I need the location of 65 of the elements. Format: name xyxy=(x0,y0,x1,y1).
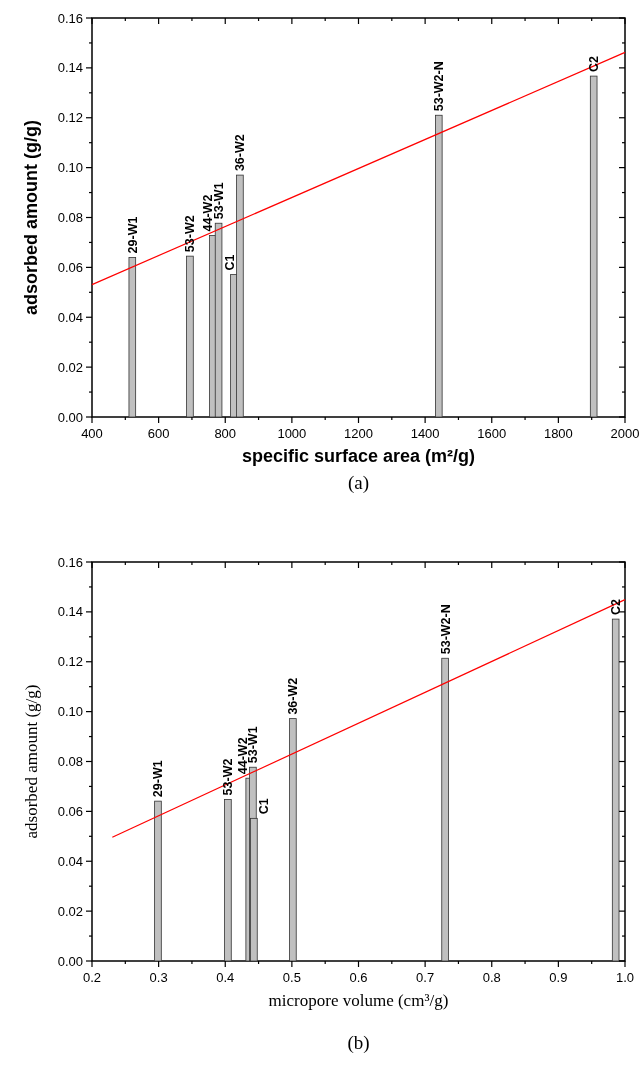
y-tick-label: 0.16 xyxy=(57,554,83,570)
x-axis-title: specific surface area (m²/g) xyxy=(241,446,476,466)
x-tick-label: 600 xyxy=(147,426,170,441)
x-tick-label: 0.4 xyxy=(216,970,235,985)
annotation: 29-W1 xyxy=(151,760,166,798)
y-tick-label: 0.00 xyxy=(57,409,83,425)
x-axis-title: micropore volume (cm³/g) xyxy=(268,991,449,1010)
bar xyxy=(186,255,194,418)
y-tick-label: 0.02 xyxy=(57,903,83,919)
bar xyxy=(154,800,162,962)
y-tick-label: 0.10 xyxy=(57,704,83,720)
bar xyxy=(128,257,137,418)
y-tick-label: 0.04 xyxy=(57,853,83,869)
annotation: 53-W1 xyxy=(246,726,261,764)
bar xyxy=(611,618,620,962)
annotation: 29-W1 xyxy=(125,216,140,254)
bar xyxy=(289,718,297,962)
annotation: C1 xyxy=(222,254,237,271)
text: (b) xyxy=(347,1032,370,1054)
x-tick-label: 0.7 xyxy=(416,970,435,985)
annotation: 53-W2-N xyxy=(438,604,453,655)
y-tick-label: 0.12 xyxy=(57,654,83,670)
y-tick-label: 0.06 xyxy=(57,803,83,819)
y-axis-title: adsorbed amount (g/g) xyxy=(21,120,41,315)
y-tick-label: 0.02 xyxy=(57,359,83,375)
y-tick-label: 0.04 xyxy=(57,309,83,325)
x-tick-label: 0.5 xyxy=(282,970,301,985)
annotation: 53-W2-N xyxy=(432,61,447,112)
text: (a) xyxy=(347,472,370,494)
x-tick-label: 1600 xyxy=(477,426,507,441)
y-tick-label: 0.16 xyxy=(57,10,83,26)
x-tick-label: 0.8 xyxy=(482,970,501,985)
x-tick-label: 800 xyxy=(214,426,237,441)
x-tick-label: 1800 xyxy=(543,426,573,441)
y-tick-label: 0.00 xyxy=(57,953,83,969)
x-tick-label: 0.2 xyxy=(82,970,102,985)
x-tick-label: 0.9 xyxy=(549,970,568,985)
y-tick-label: 0.08 xyxy=(57,210,83,225)
y-tick-label: 0.06 xyxy=(57,259,83,275)
x-tick-label: 2000 xyxy=(610,426,640,441)
y-tick-label: 0.14 xyxy=(57,60,83,76)
y-axis-title: adsorbed amount (g/g) xyxy=(22,684,41,839)
annotation: 36-W2 xyxy=(233,134,248,172)
annotation: 53-W2 xyxy=(183,215,198,253)
x-tick-label: 1200 xyxy=(344,426,373,441)
x-tick-label: 0.3 xyxy=(149,970,168,985)
x-tick-label: 1000 xyxy=(277,426,307,441)
x-tick-label: 0.6 xyxy=(349,970,368,985)
annotation: C2 xyxy=(587,56,602,73)
y-tick-label: 0.08 xyxy=(57,754,83,769)
bar xyxy=(589,75,598,418)
annotation: 36-W2 xyxy=(286,677,301,715)
annotation: 53-W1 xyxy=(212,182,227,220)
x-tick-label: 1.0 xyxy=(615,970,635,985)
y-tick-label: 0.10 xyxy=(57,160,83,176)
annotation: C1 xyxy=(257,798,272,815)
x-tick-label: 400 xyxy=(81,426,103,441)
bar xyxy=(435,114,443,418)
bar xyxy=(441,657,449,962)
annotation: 53-W2 xyxy=(221,758,236,796)
x-tick-label: 1400 xyxy=(410,426,440,441)
y-tick-label: 0.12 xyxy=(57,110,83,126)
y-tick-label: 0.14 xyxy=(57,604,83,620)
annotation: C2 xyxy=(609,599,624,616)
bar xyxy=(224,799,232,962)
